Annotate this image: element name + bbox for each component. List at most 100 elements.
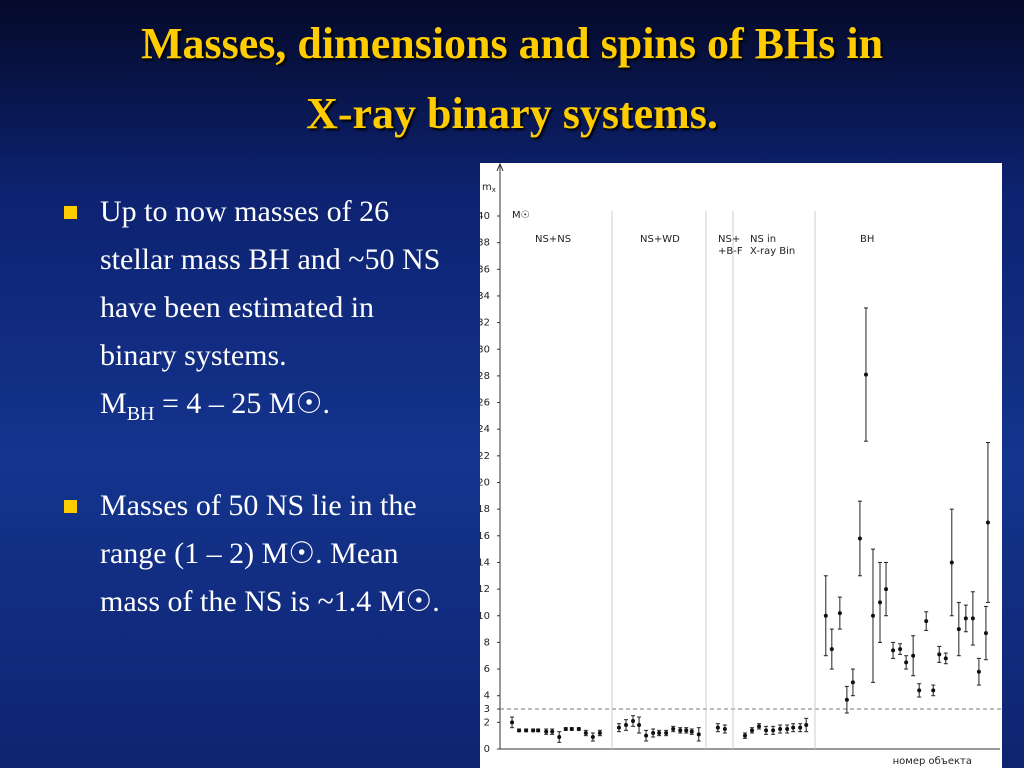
data-point (563, 727, 568, 732)
data-point (631, 719, 636, 724)
data-point (689, 729, 694, 734)
data-point (891, 648, 896, 653)
data-point (684, 728, 689, 733)
y-tick-label: 0 (484, 744, 490, 755)
data-point (931, 688, 936, 693)
data-point (911, 653, 916, 658)
bullet: Masses of 50 NS lie in the range (1 – 2)… (64, 482, 450, 626)
y-tick-label: 6 (484, 664, 490, 675)
y-axis-label: x (492, 186, 496, 194)
data-point (785, 727, 790, 732)
data-point (524, 728, 529, 733)
data-point (878, 600, 883, 605)
unit-label: M☉ (512, 210, 530, 221)
data-point (510, 720, 515, 725)
group-label: NS+WD (640, 234, 680, 245)
data-point (576, 727, 581, 732)
y-tick-label: 18 (480, 504, 490, 515)
data-point (590, 735, 595, 740)
group-label: BH (860, 234, 874, 245)
bullet: Up to now masses of 26 stellar mass BH a… (64, 188, 450, 438)
data-point (742, 733, 747, 738)
x-axis-label: номер объекта (893, 756, 972, 767)
data-point (597, 731, 602, 736)
data-point (544, 729, 549, 734)
data-point (536, 728, 541, 733)
data-point (983, 631, 988, 636)
y-tick-label: 26 (480, 398, 490, 409)
y-axis-label: m (482, 182, 492, 193)
axis-arrow (496, 163, 504, 172)
data-point (970, 616, 975, 621)
data-point (657, 731, 662, 736)
data-point (798, 725, 803, 730)
bullet-marker (64, 500, 77, 513)
y-tick-label: 38 (480, 238, 490, 249)
data-point (904, 660, 909, 665)
data-point (583, 731, 588, 736)
formula: BH (126, 403, 155, 425)
data-point (870, 613, 875, 618)
bullet-marker (64, 206, 77, 219)
data-point (850, 680, 855, 685)
y-tick-label: 28 (480, 371, 490, 382)
y-tick-label: 36 (480, 264, 490, 275)
data-point (715, 725, 720, 730)
data-point (624, 723, 629, 728)
data-point (531, 728, 536, 733)
data-point (844, 697, 849, 702)
data-point (985, 520, 990, 525)
data-point (884, 587, 889, 592)
y-tick-label: 14 (480, 557, 490, 568)
y-tick-label: 34 (480, 291, 490, 302)
y-tick-label: 10 (480, 611, 490, 622)
y-tick-label: 32 (480, 318, 490, 329)
data-point (651, 731, 656, 736)
data-point (637, 723, 642, 728)
y-tick-label: 16 (480, 531, 490, 542)
data-point (750, 728, 755, 733)
data-point (517, 728, 522, 733)
data-point (829, 647, 834, 652)
data-point (764, 728, 769, 733)
title: Masses, dimensions and spins of BHs in (140, 19, 884, 68)
group-label: +B-F (718, 246, 743, 257)
data-point (757, 724, 762, 729)
data-point (963, 616, 968, 621)
title: X-ray binary systems. (306, 89, 718, 138)
data-point (778, 727, 783, 732)
group-label: NS in (750, 234, 776, 245)
data-point (924, 619, 929, 624)
y-axis-label: mx (482, 182, 496, 194)
data-point (857, 536, 862, 541)
data-point (671, 727, 676, 732)
data-point (837, 611, 842, 616)
data-point (937, 652, 942, 657)
y-tick-label: 8 (484, 637, 490, 648)
y-tick-label: 24 (480, 424, 490, 435)
data-point (550, 729, 555, 734)
formula: M (100, 387, 127, 420)
data-point (569, 727, 574, 732)
group-label: NS+NS (535, 234, 571, 245)
y-tick-label: 4 (484, 691, 490, 702)
data-point (943, 656, 948, 661)
bullet-text: Up to now masses of 26 stellar mass BH a… (100, 195, 441, 372)
data-point (722, 727, 727, 732)
y-tick-label: 30 (480, 344, 490, 355)
y-tick-label: 20 (480, 478, 490, 489)
y-tick-label: 3 (484, 704, 490, 715)
data-point (616, 725, 621, 730)
y-tick-label: 12 (480, 584, 490, 595)
data-point (664, 731, 669, 736)
y-tick-label: 22 (480, 451, 490, 462)
data-point (644, 733, 649, 738)
data-point (678, 728, 683, 733)
data-point (976, 669, 981, 674)
formula: = 4 – 25 M☉. (154, 387, 330, 420)
data-point (863, 372, 868, 377)
data-point (949, 560, 954, 565)
data-point (771, 728, 776, 733)
y-tick-label: 2 (484, 717, 490, 728)
